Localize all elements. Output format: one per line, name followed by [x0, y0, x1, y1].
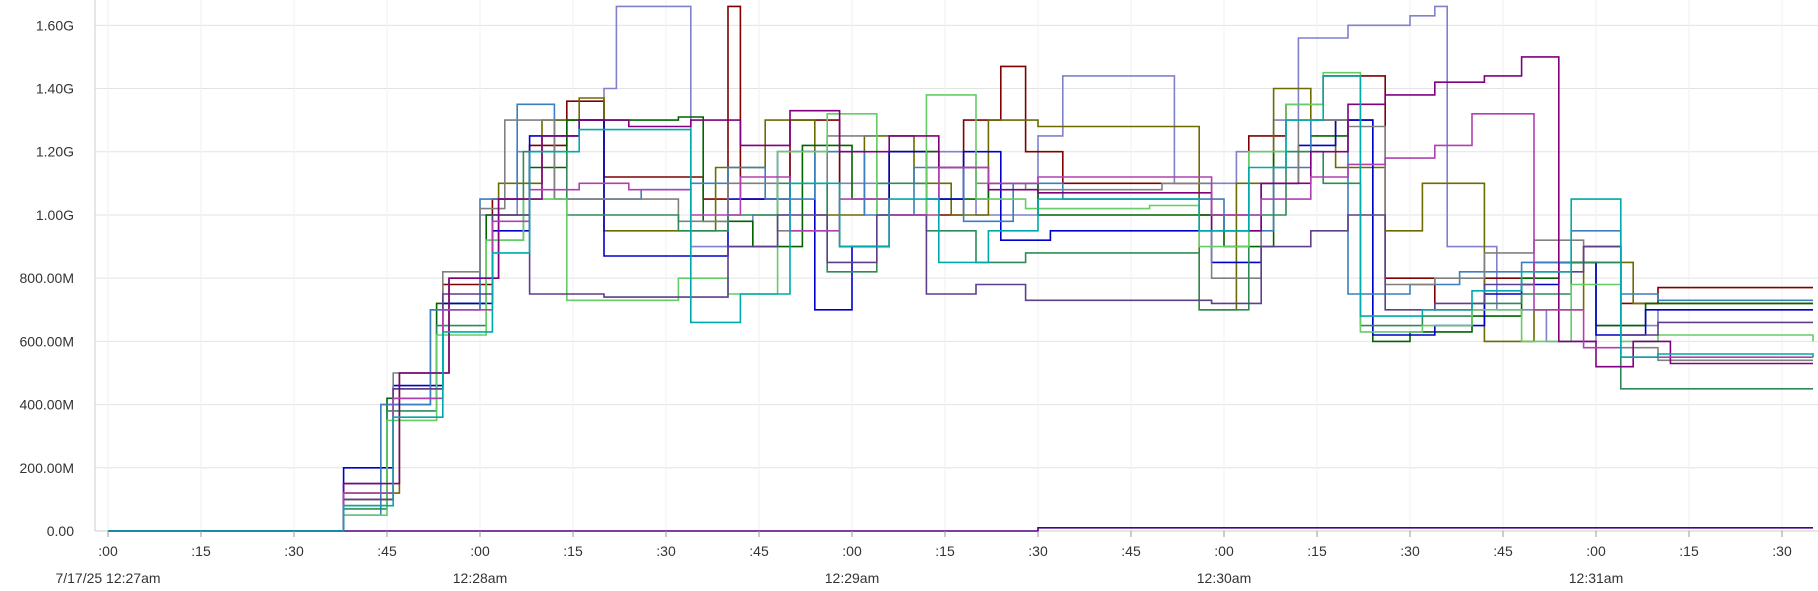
- x-tick-label: :00: [98, 543, 118, 559]
- x-tick-label: :45: [1121, 543, 1141, 559]
- y-axis-ticks: 0.00 200.00M 400.00M 600.00M 800.00M 1.00G 1.2…: [20, 17, 75, 539]
- series-line-14: [108, 75, 1814, 532]
- x-tick-label: :30: [1772, 543, 1792, 559]
- series-line-7: [108, 119, 1813, 532]
- x-tick-label: :15: [563, 543, 583, 559]
- y-tick-label: 1.40G: [36, 81, 74, 97]
- y-tick-label: 1.60G: [36, 17, 74, 33]
- x-tick-label: :15: [191, 543, 211, 559]
- x-tick-label: :00: [842, 543, 862, 559]
- x-tick-label: :15: [935, 543, 955, 559]
- series-line-4: [108, 116, 1813, 532]
- x-tick-sublabel: 7/17/25 12:27am: [55, 570, 160, 586]
- x-tick-label: :30: [656, 543, 676, 559]
- x-tick-sublabel: 12:28am: [453, 570, 507, 586]
- series-line-2: [108, 5, 1813, 532]
- x-tick-label: :15: [1679, 543, 1699, 559]
- x-tick-label: :30: [1400, 543, 1420, 559]
- y-tick-label: 600.00M: [20, 333, 74, 349]
- x-tick-label: :45: [749, 543, 769, 559]
- x-tick-label: :30: [1028, 543, 1048, 559]
- y-tick-label: 1.20G: [36, 144, 74, 160]
- x-tick-sublabel: 12:29am: [825, 570, 879, 586]
- y-tick-label: 200.00M: [20, 460, 74, 476]
- x-tick-label: :45: [1493, 543, 1513, 559]
- y-tick-label: 400.00M: [20, 397, 74, 413]
- y-tick-label: 0.00: [47, 523, 74, 539]
- series-group: [108, 5, 1814, 532]
- series-line-12: [108, 113, 1813, 532]
- x-tick-label: :00: [1214, 543, 1234, 559]
- x-tick-label: :30: [284, 543, 304, 559]
- y-tick-label: 800.00M: [20, 270, 74, 286]
- x-tick-label: :00: [1586, 543, 1606, 559]
- series-line-11: [108, 56, 1813, 532]
- series-line-9: [108, 71, 1814, 532]
- x-tick-sublabel: 12:31am: [1569, 570, 1623, 586]
- x-tick-sublabel: 12:30am: [1197, 570, 1251, 586]
- series-line-5: [108, 119, 1813, 532]
- x-tick-label: :45: [377, 543, 397, 559]
- x-tick-label: :15: [1307, 543, 1327, 559]
- y-tick-label: 1.00G: [36, 207, 74, 223]
- series-line-1: [108, 5, 1813, 532]
- series-line-3: [108, 87, 1813, 532]
- x-tick-label: :00: [470, 543, 490, 559]
- series-line-6: [108, 103, 1813, 532]
- x-axis-ticks: :00 7/17/25 12:27am :15 :30 :45 :00 12:28am :15…: [55, 531, 1792, 586]
